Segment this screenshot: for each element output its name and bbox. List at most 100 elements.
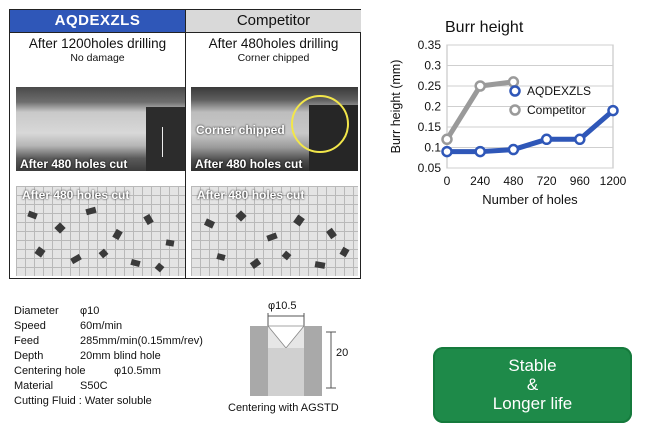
data-point (507, 143, 520, 156)
aqdexzls-result-title: After 1200holes drilling (28, 36, 167, 51)
chip (70, 253, 82, 265)
y-tick-label: 0.25 (418, 79, 442, 93)
diagram-depth-label: 20 (336, 347, 349, 359)
condition-row: Centering hole φ10.5mm (14, 364, 203, 379)
chip (266, 232, 278, 242)
x-tick-label: 720 (537, 174, 557, 188)
condition-row: Feed 285mm/min(0.15mm/rev) (14, 334, 203, 349)
legend-marker (509, 104, 521, 116)
condition-value: φ10.5mm (114, 365, 161, 377)
chip (339, 246, 350, 258)
burr-height-chart: 0.05 0.1 0.15 0.2 0.25 0.3 0.35 0 240 480 720 960 12… (389, 38, 627, 207)
aqdexzls-header: AQDEXZLS (10, 10, 185, 32)
centering-diagram (250, 313, 336, 396)
chip (112, 228, 123, 241)
chip (85, 206, 97, 216)
scale-bar (162, 127, 163, 157)
y-tick-label: 0.35 (418, 38, 442, 52)
condition-label: Depth (14, 350, 44, 362)
badge-line-2: & (526, 375, 539, 394)
badge-line-3: Longer life (492, 394, 573, 413)
x-tick-label: 1200 (600, 174, 627, 188)
condition-row: Material S50C (14, 379, 203, 394)
data-point (474, 145, 486, 158)
condition-row: Diameter φ10 (14, 304, 203, 319)
chip (293, 214, 305, 227)
competitor-result-note: Corner chipped (237, 52, 310, 64)
aqdexzls-chips-photo: After 480 holes cut (16, 186, 185, 276)
blind-hole (268, 348, 304, 396)
chip (27, 210, 38, 220)
aqdexzls-drill-photo: After 480 holes cut (16, 87, 185, 171)
competitor-chips-label: After 480 holes cut (197, 188, 305, 202)
aqdexzls-result: After 1200holes drilling No damage (10, 32, 185, 70)
chip (143, 213, 154, 226)
y-tick-label: 0.05 (418, 161, 442, 175)
competitor-result-title: After 480holes drilling (208, 36, 339, 51)
drill-shank-shadow (146, 107, 185, 171)
chip (154, 262, 165, 273)
y-tick-label: 0.3 (424, 59, 441, 73)
data-point (607, 104, 619, 117)
y-axis-label: Burr height (mm) (389, 60, 403, 154)
competitor-chips-photo: After 480 holes cut (191, 186, 358, 276)
centering-cone (267, 325, 305, 349)
legend-label: Competitor (527, 103, 586, 117)
competitor-header: Competitor (185, 10, 361, 32)
chip (326, 227, 337, 240)
chip (98, 248, 109, 259)
aqdexzls-result-note: No damage (70, 52, 125, 64)
data-point (474, 80, 486, 92)
condition-value: φ10 (80, 305, 100, 317)
condition-label: Diameter (14, 305, 59, 317)
data-point (441, 145, 453, 158)
data-point (540, 133, 553, 146)
chip (54, 222, 66, 234)
chip (130, 258, 141, 268)
chip (281, 250, 292, 261)
x-tick-label: 240 (470, 174, 490, 188)
x-tick-label: 960 (570, 174, 590, 188)
x-axis-label: Number of holes (482, 192, 578, 207)
legend-marker (509, 85, 521, 97)
diagram-top-dimension: φ10.5 (268, 300, 297, 312)
legend-label: AQDEXZLS (527, 84, 591, 98)
competitor-drill-label: After 480 holes cut (195, 157, 303, 171)
competitor-result: After 480holes drilling Corner chipped (185, 32, 361, 70)
badge-line-1: Stable (508, 356, 557, 375)
x-tick-label: 0 (444, 174, 451, 188)
chip (203, 218, 216, 229)
condition-label: Centering hole (14, 365, 86, 377)
chipped-corner-highlight (291, 95, 349, 153)
stable-longer-life-badge: Stable & Longer life (433, 347, 632, 423)
condition-label: Speed (14, 320, 46, 332)
y-tick-label: 0.2 (424, 100, 441, 114)
condition-value: 285mm/min(0.15mm/rev) (80, 335, 203, 347)
table-divider (185, 70, 186, 279)
chip (34, 246, 46, 258)
condition-label: Feed (14, 335, 40, 347)
condition-label: Material (14, 380, 54, 392)
condition-row: Speed 60m/min (14, 319, 203, 334)
workpiece-right (304, 326, 322, 396)
chip (216, 253, 226, 261)
aqdexzls-drill-label: After 480 holes cut (20, 157, 128, 171)
chip (235, 210, 247, 222)
workpiece-left (250, 326, 268, 396)
condition-value: 20mm blind hole (80, 350, 161, 362)
chart-title: Burr height (445, 19, 524, 36)
data-point (441, 133, 453, 146)
x-tick-label: 480 (503, 174, 523, 188)
corner-chipped-label: Corner chipped (196, 123, 285, 137)
cutting-fluid: Cutting Fluid : Water soluble (14, 395, 152, 407)
diagram-caption: Centering with AGSTD (228, 402, 339, 414)
condition-value: 60m/min (80, 320, 123, 332)
condition-row: Depth 20mm blind hole (14, 349, 203, 364)
cutting-conditions: Diameter φ10 Speed 60m/min Feed 285mm/min(0.1… (14, 304, 203, 409)
condition-value: S50C (80, 380, 108, 392)
comparison-table: AQDEXZLS Competitor After 1200holes dril… (9, 9, 361, 279)
chip (314, 261, 326, 269)
chip (249, 258, 262, 269)
chip (165, 239, 175, 247)
data-point (574, 133, 586, 146)
